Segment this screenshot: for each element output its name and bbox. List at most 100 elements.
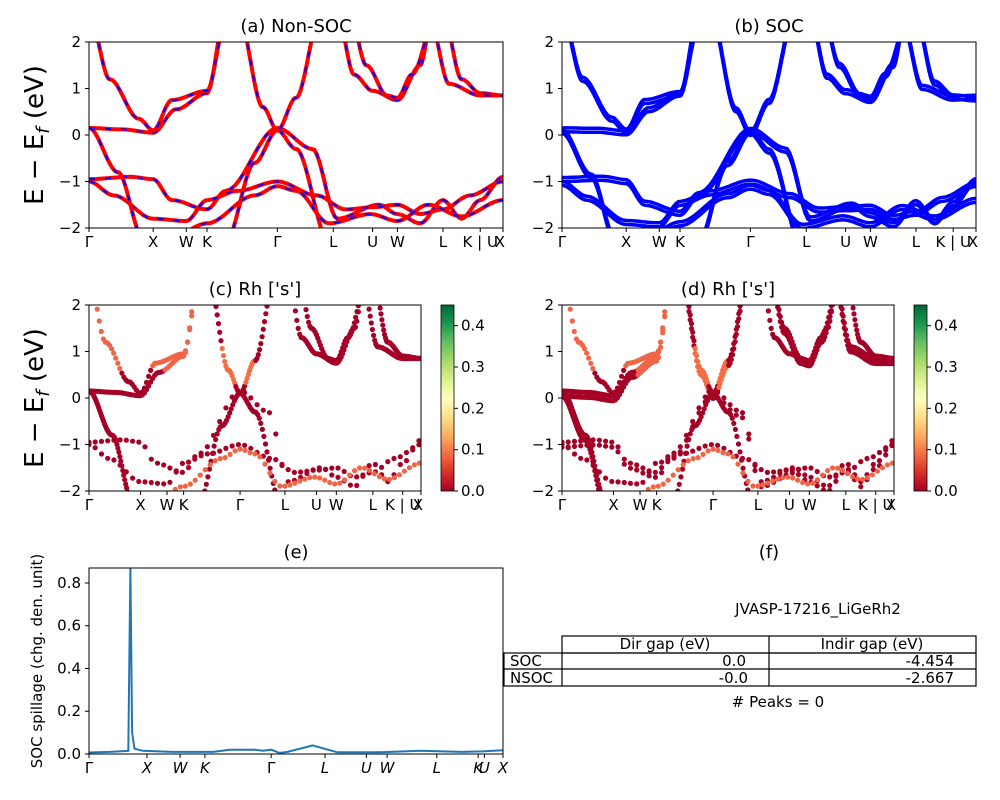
panel-f-title: (f) (759, 542, 779, 563)
band-point (767, 317, 773, 323)
band-point (609, 478, 615, 485)
band-point (298, 469, 304, 475)
table-row-nsoc-indir: -2.667 (906, 669, 954, 687)
band-point (849, 294, 854, 299)
band-point (360, 279, 365, 284)
band-point-split (717, 380, 723, 386)
band-line-blue-dashed (89, 126, 503, 225)
band-point (721, 445, 727, 451)
band-point (705, 448, 711, 454)
band-point (125, 489, 131, 491)
band-point (213, 436, 219, 443)
band-point (396, 472, 402, 478)
colorbar-tick-label: 0.0 (934, 482, 958, 500)
band-point-split (646, 473, 652, 479)
band-point (729, 415, 735, 421)
y-tick-label: 0.4 (57, 659, 81, 677)
table-col-indir: Indir gap (eV) (821, 635, 924, 653)
x-tick-label: W (179, 233, 194, 251)
band-point (279, 461, 285, 467)
band-point (262, 461, 268, 467)
band-point-split (833, 291, 838, 296)
band-point (562, 277, 567, 282)
band-point (668, 284, 673, 289)
x-tick-label: W (802, 496, 817, 514)
band-point (677, 444, 683, 450)
band-point (702, 443, 708, 449)
band-point (259, 334, 265, 340)
band-point (640, 465, 646, 471)
band-point-split (733, 412, 739, 418)
y-tick-label: 1 (71, 343, 81, 361)
band-point (612, 389, 619, 395)
band-line-red (96, 42, 222, 133)
x-tick-label: Γ (267, 759, 276, 777)
band-point (138, 516, 143, 521)
band-point (310, 467, 316, 473)
table-subtitle: JVASP-17216_LiGeRh2 (734, 600, 901, 619)
band-point (808, 465, 814, 471)
band-point (740, 470, 746, 476)
band-line-blue-dashed (246, 42, 313, 132)
band-point (870, 454, 876, 460)
band-point (117, 454, 123, 460)
band-line-red (343, 42, 429, 103)
band-point (182, 483, 188, 489)
band-point (335, 465, 341, 471)
band-point (834, 282, 839, 287)
band-point (416, 442, 421, 448)
band-point (139, 389, 145, 395)
y-tick-label: 0.8 (57, 574, 81, 592)
band-point (785, 474, 791, 480)
band-point (859, 476, 866, 482)
x-tick-label: L (754, 496, 763, 514)
band-point (775, 300, 780, 305)
colorbar-tick-label: 0.4 (934, 317, 958, 335)
band-point (381, 476, 388, 482)
band-point (357, 465, 363, 471)
band-point (369, 326, 375, 333)
band-point (740, 465, 746, 471)
y-tick-label: 2 (544, 296, 554, 314)
band-point (222, 455, 228, 461)
band-point (834, 278, 839, 283)
band-point (302, 300, 307, 305)
band-point (342, 477, 348, 483)
band-point (202, 467, 208, 473)
table-note: # Peaks = 0 (732, 693, 824, 711)
band-point (397, 461, 403, 468)
x-tick-label: Γ (85, 233, 94, 251)
band-point (130, 438, 136, 444)
band-point (626, 498, 631, 503)
band-point (123, 481, 129, 487)
band-point (116, 449, 122, 455)
band-point (845, 277, 850, 282)
band-point (185, 339, 191, 345)
band-point-split (730, 352, 736, 358)
band-point (262, 441, 269, 447)
band-point (758, 467, 764, 473)
band-point (237, 446, 243, 452)
band-point-split (883, 452, 889, 458)
band-point (590, 454, 596, 460)
band-point-split (838, 280, 843, 285)
band-point (401, 468, 407, 474)
band-point (354, 474, 360, 480)
band-point (666, 282, 671, 287)
band-point (115, 360, 121, 366)
band-point (835, 465, 841, 471)
spillage-line (89, 568, 503, 754)
band-point (693, 353, 700, 359)
x-tick-label: U (479, 759, 490, 777)
y-tick-label: 0 (71, 126, 81, 144)
band-point (701, 406, 707, 412)
band-point (571, 328, 577, 335)
band-point (674, 494, 679, 499)
band-point (304, 313, 310, 320)
band-point-split (820, 487, 827, 491)
band-point (690, 448, 696, 454)
band-point (765, 308, 772, 314)
